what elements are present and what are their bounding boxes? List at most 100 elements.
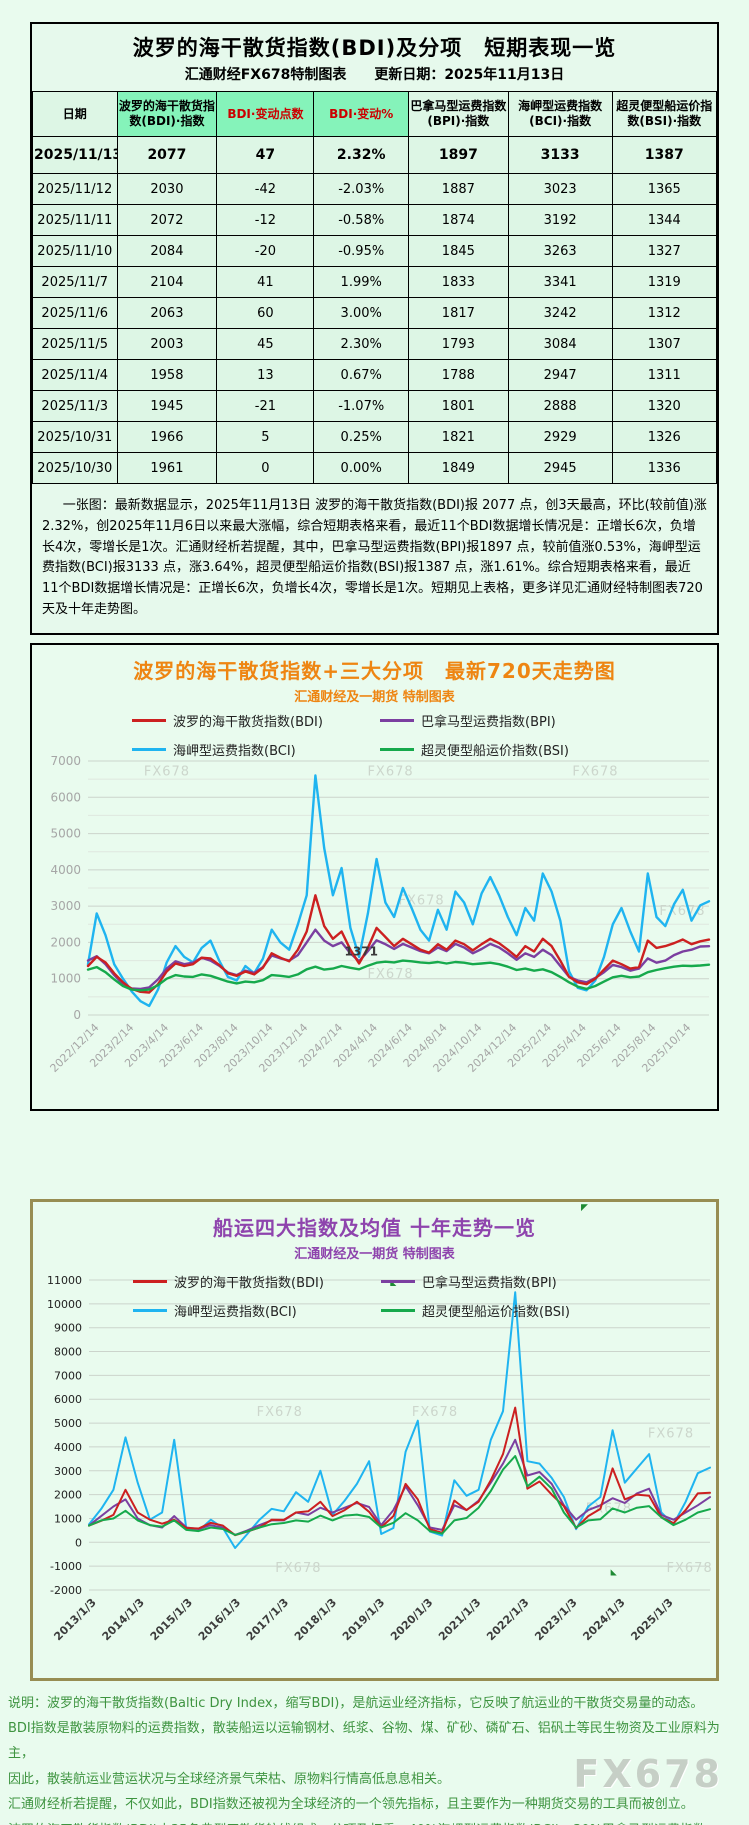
table-row: 2025/11/11 2072 -12 -0.58% 1874 3192 1344 (32, 204, 718, 236)
table-cell: 1793 (407, 328, 509, 360)
table-cell: 1817 (407, 297, 509, 329)
table-cell: -0.95% (313, 235, 409, 267)
x-tick-label: 2015/1/3 (148, 1596, 195, 1643)
x-tick-label: 2025/1/3 (628, 1596, 675, 1643)
legend-item: 超灵便型船运价指数(BSI) (380, 740, 628, 759)
table-cell: 2947 (507, 359, 613, 391)
column-header: BDI·变动点数 (216, 91, 315, 137)
table-cell: 2072 (116, 204, 218, 236)
table-cell: 3023 (507, 173, 613, 205)
svg-text:2000: 2000 (54, 1488, 82, 1501)
legend-item: 波罗的海干散货指数(BDI) (133, 1272, 381, 1291)
table-cell: 1966 (116, 421, 218, 453)
table-cell: 1845 (407, 235, 509, 267)
chart-10y-subtitle: 汇通财经及一期货 特制图表 (294, 1246, 455, 1262)
table-cell: 2929 (507, 421, 613, 453)
table-cell: 0.67% (313, 359, 409, 391)
legend-item: 巴拿马型运费指数(BPI) (380, 711, 628, 730)
table-cell: -21 (216, 390, 315, 422)
table-cell: 2077 (116, 136, 218, 174)
table-cell: 2025/11/5 (32, 328, 118, 360)
note-line: 说明：波罗的海干散货指数(Baltic Dry Index，缩写BDI)，是航运… (8, 1695, 704, 1711)
x-tick-label: 2020/1/3 (388, 1596, 435, 1643)
notes-section: 说明：波罗的海干散货指数(Baltic Dry Index，缩写BDI)，是航运… (8, 1691, 741, 1825)
table-cell: 2025/11/3 (32, 390, 118, 422)
x-tick-label: 2013/1/3 (51, 1596, 98, 1643)
table-row: 2025/11/3 1945 -21 -1.07% 1801 2888 1320 (32, 390, 718, 422)
table-cell: 2025/11/6 (32, 297, 118, 329)
table-cell: -12 (216, 204, 315, 236)
legend-label: 海岬型运费指数(BCI) (174, 1304, 297, 1320)
chart-legend: 波罗的海干散货指数(BDI) 巴拿马型运费指数(BPI) 海岬型运费指数(BCI) 超… (132, 711, 628, 759)
bdi-table-body: 2025/11/13 2077 47 2.32% 1897 3133 1387 2025/11… (32, 136, 718, 484)
legend-swatch (132, 718, 166, 722)
svg-text:11000: 11000 (47, 1274, 82, 1287)
table-cell: 3263 (507, 235, 613, 267)
table-cell: 2025/10/30 (32, 452, 118, 484)
table-cell: 2104 (116, 266, 218, 298)
svg-text:6000: 6000 (50, 790, 81, 804)
svg-text:8000: 8000 (54, 1345, 82, 1358)
table-cell: 2.32% (313, 136, 409, 174)
table-cell: 0.00% (313, 452, 409, 484)
chart-720d-box: 波罗的海干散货指数+三大分项 最新720天走势图 汇通财经及一期货 特制图表 0… (30, 642, 719, 1111)
table-row: 2025/10/31 1966 5 0.25% 1821 2929 1326 (32, 421, 718, 453)
x-tick-label: 2023/1/3 (532, 1596, 579, 1643)
svg-text:3000: 3000 (54, 1465, 82, 1478)
legend-swatch (133, 1279, 167, 1283)
chart-10y-title: 船运四大指数及均值 十年走势一览 (213, 1215, 536, 1240)
table-row: 2025/11/10 2084 -20 -0.95% 1845 3263 1327 (32, 235, 718, 267)
x-tick-label: 2024/1/3 (580, 1596, 627, 1643)
series-line (88, 1406, 711, 1536)
table-cell: 2084 (116, 235, 218, 267)
legend-label: 波罗的海干散货指数(BDI) (174, 1275, 324, 1291)
legend-label: 巴拿马型运费指数(BPI) (421, 714, 556, 730)
table-cell: 0 (216, 452, 315, 484)
chart-720d-title: 波罗的海干散货指数+三大分项 最新720天走势图 (133, 658, 616, 683)
svg-text:1000: 1000 (50, 971, 81, 985)
table-cell: 1945 (116, 390, 218, 422)
table-cell: 3.00% (313, 297, 409, 329)
chart-watermark: FX678 (667, 1561, 713, 1576)
x-tick-label: 2022/1/3 (484, 1596, 531, 1643)
svg-text:4000: 4000 (54, 1441, 82, 1454)
chart-watermark: FX678 (144, 764, 190, 779)
svg-text:5000: 5000 (54, 1417, 82, 1430)
table-cell: 13 (216, 359, 315, 391)
series-line (88, 1454, 711, 1536)
table-row: 2025/11/12 2030 -42 -2.03% 1887 3023 1365 (32, 173, 718, 205)
chart-720d: 0 1000 2000 3000 4000 5000 6000 7000 2022/12/14 2… (34, 709, 717, 1105)
table-cell: 1897 (407, 136, 509, 174)
table-cell: 2.30% (313, 328, 409, 360)
note-line: BDI指数是散装原物料的运费指数，散装船运以运输钢材、纸浆、谷物、煤、矿砂、磷矿… (8, 1721, 720, 1762)
table-cell: 3242 (507, 297, 613, 329)
note-line: 汇通财经析若提醒，不仅如此，BDI指数还被视为全球经济的一个领先指标，且主要作为… (8, 1797, 694, 1813)
legend-label: 巴拿马型运费指数(BPI) (422, 1275, 557, 1291)
series-line (86, 959, 711, 992)
table-cell: -1.07% (313, 390, 409, 422)
table-cell: 2025/11/7 (32, 266, 118, 298)
table-cell: 45 (216, 328, 315, 360)
series-line (86, 893, 711, 994)
x-tick-label: 2018/1/3 (292, 1596, 339, 1643)
svg-text:0: 0 (73, 1008, 81, 1022)
table-cell: 2025/10/31 (32, 421, 118, 453)
table-cell: 60 (216, 297, 315, 329)
chart-legend: 波罗的海干散货指数(BDI) 巴拿马型运费指数(BPI) 海岬型运费指数(BCI) 超… (133, 1272, 629, 1320)
legend-label: 超灵便型船运价指数(BSI) (421, 743, 569, 759)
note-line: 因此，散装航运业营运状况与全球经济景气荣枯、原物料行情高低息息相关。 (8, 1771, 451, 1787)
table-cell: 47 (216, 136, 315, 174)
chart-annotation: ◣ (611, 1567, 618, 1576)
legend-swatch (380, 718, 414, 722)
table-row: 2025/11/13 2077 47 2.32% 1897 3133 1387 (32, 136, 718, 174)
bdi-table-head: 日期 波罗的海干散货指数(BDI)·指数 BDI·变动点数 BDI·变动% 巴拿马型运费… (32, 91, 718, 137)
table-cell: 5 (216, 421, 315, 453)
legend-swatch (380, 747, 414, 751)
column-header: 巴拿马型运费指数(BPI)·指数 (407, 91, 509, 137)
table-cell: 1833 (407, 266, 509, 298)
x-tick-label: 2021/1/3 (436, 1596, 483, 1643)
column-header: BDI·变动% (313, 91, 409, 137)
column-header: 海岬型运费指数(BCI)·指数 (507, 91, 613, 137)
table-cell: 2003 (116, 328, 218, 360)
legend-swatch (132, 747, 166, 751)
